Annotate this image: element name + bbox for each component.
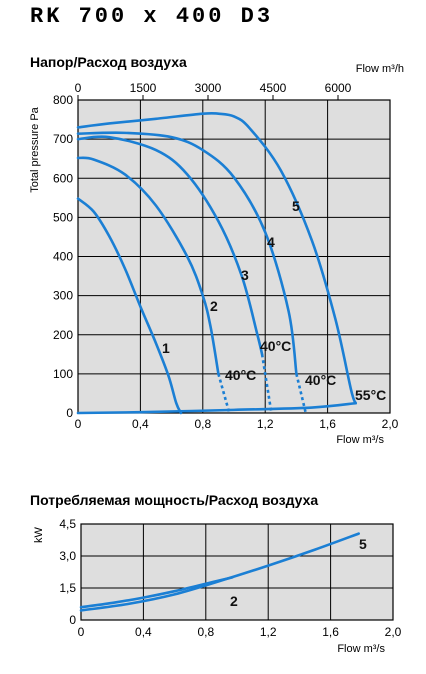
pressure-curve-label-8: 55°C [355,387,386,403]
power-xtick-label: 1,2 [260,625,277,639]
pressure-curve-label-4: 5 [292,198,300,214]
power-chart-title: Потребляемая мощность/Расход воздуха [30,492,319,508]
power-xtick-label: 0,4 [135,625,152,639]
pressure-plot-frame [77,99,391,414]
pressure-curve-label-1: 2 [210,298,218,314]
power-xtick-label: 1,6 [322,625,339,639]
pressure-x2tick-label: 6000 [325,81,352,95]
pressure-xtick-label: 2,0 [382,417,399,431]
pressure-ytick-label: 600 [53,171,73,185]
power-plot-frame [80,523,394,621]
pressure-curve-label-7: 40°C [305,372,336,388]
power-xtick-label: 0 [78,625,85,639]
pressure-xtick-label: 1,6 [319,417,336,431]
pressure-curve-3-dashed-tail [260,354,273,414]
power-ytick-label: 4,5 [59,517,76,531]
pressure-curve-label-3: 4 [267,234,275,250]
pressure-x2axis-label: Flow m³/h [356,63,404,75]
pressure-ytick-label: 0 [66,406,73,420]
power-curve-2 [79,576,234,609]
pressure-ytick-label: 100 [53,367,73,381]
pressure-xtick-label: 0 [75,417,82,431]
power-ytick-label: 0 [69,613,76,627]
pressure-xtick-label: 0,8 [194,417,211,431]
pressure-chart-title: Напор/Расход воздуха [30,54,187,70]
power-curve-label-1: 5 [359,536,367,552]
pressure-curve-label-0: 1 [162,340,170,356]
power-curve-5 [79,532,360,612]
pressure-xaxis-label: Flow m³/s [336,434,384,446]
power-curve-label-0: 2 [230,593,238,609]
pressure-curve-5 [76,111,357,405]
pressure-ytick-label: 500 [53,210,73,224]
power-xtick-label: 2,0 [385,625,402,639]
power-ytick-label: 3,0 [59,549,76,563]
pressure-curve-label-6: 40°C [260,338,291,354]
pressure-curve-4-dashed-tail [295,373,308,414]
pressure-ytick-label: 400 [53,250,73,264]
pressure-curve-1 [76,197,183,415]
pressure-x2tick-label: 1500 [130,81,157,95]
pressure-x2tick-label: 0 [75,81,82,95]
pressure-ytick-label: 300 [53,289,73,303]
model-title: RK 700 x 400 D3 [30,4,274,29]
pressure-curve-label-2: 3 [241,267,249,283]
power-xaxis-label: Flow m³/s [337,643,385,655]
pressure-curve-2-dashed-tail [217,373,231,414]
pressure-curve-4 [76,131,298,376]
pressure-x2tick-label: 4500 [260,81,287,95]
pressure-curve-label-5: 40°C [225,367,256,383]
power-xtick-label: 0,8 [197,625,214,639]
pressure-curve-55C [76,401,357,415]
pressure-curve-2 [76,156,220,376]
power-ytick-label: 1,5 [59,581,76,595]
pressure-xtick-label: 1,2 [257,417,274,431]
pressure-xtick-label: 0,4 [132,417,149,431]
power-yaxis-label: kW [33,526,45,543]
pressure-ytick-label: 200 [53,328,73,342]
pressure-yaxis-label: Total pressure Pa [29,106,41,192]
pressure-ytick-label: 700 [53,132,73,146]
pressure-x2tick-label: 3000 [195,81,222,95]
pressure-curve-3 [76,135,264,356]
pressure-ytick-label: 800 [53,93,73,107]
